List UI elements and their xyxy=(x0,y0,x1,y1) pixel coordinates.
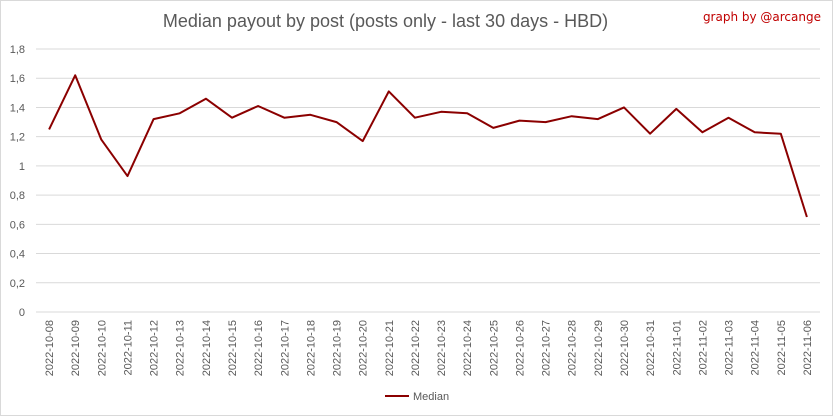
x-tick-label: 2022-10-21 xyxy=(384,320,396,376)
x-tick-label: 2022-10-16 xyxy=(253,320,265,376)
legend: Median xyxy=(385,391,449,403)
grid-lines xyxy=(36,48,820,313)
x-tick-label: 2022-10-13 xyxy=(175,320,187,376)
x-axis-ticks: 2022-10-08 2022-10-09 2022-10-10 2022-10-11… xyxy=(44,320,814,376)
x-tick-label: 2022-10-25 xyxy=(488,320,500,376)
chart-title: Median payout by post (posts only - last… xyxy=(162,11,609,31)
y-axis-ticks: 0 0,2 0,4 0,6 0,8 1 1,2 1,4 1,6 1,8 xyxy=(10,44,25,319)
x-tick-label: 2022-10-27 xyxy=(541,320,553,376)
x-tick-label: 2022-11-01 xyxy=(671,320,683,375)
y-tick-label: 0 xyxy=(19,307,25,319)
x-tick-label: 2022-10-12 xyxy=(149,320,161,376)
x-tick-label: 2022-10-14 xyxy=(201,320,213,376)
x-tick-label: 2022-10-17 xyxy=(279,320,291,376)
y-tick-label: 1,4 xyxy=(10,102,25,114)
y-tick-label: 0,6 xyxy=(10,219,25,231)
x-tick-label: 2022-10-31 xyxy=(645,320,657,376)
x-tick-label: 2022-10-11 xyxy=(122,320,134,375)
series-line-median xyxy=(48,74,808,218)
x-tick-label: 2022-10-08 xyxy=(44,320,56,376)
chart-credit: graph by @arcange xyxy=(702,10,821,24)
x-tick-label: 2022-10-26 xyxy=(514,320,526,376)
legend-label: Median xyxy=(413,391,449,403)
y-tick-label: 0,4 xyxy=(10,249,25,261)
y-tick-label: 1,6 xyxy=(10,73,25,85)
x-tick-label: 2022-11-03 xyxy=(724,320,736,375)
x-tick-label: 2022-10-22 xyxy=(410,320,422,376)
x-tick-label: 2022-10-19 xyxy=(332,320,344,376)
x-tick-label: 2022-10-28 xyxy=(567,320,579,376)
x-tick-label: 2022-10-30 xyxy=(619,320,631,376)
x-tick-label: 2022-10-09 xyxy=(70,320,82,376)
series-layer xyxy=(48,74,808,218)
x-tick-label: 2022-10-10 xyxy=(96,320,108,376)
x-tick-label: 2022-10-23 xyxy=(436,320,448,376)
x-tick-label: 2022-10-29 xyxy=(593,320,605,376)
x-tick-label: 2022-10-24 xyxy=(462,320,474,376)
x-tick-label: 2022-10-20 xyxy=(358,320,370,376)
x-tick-label: 2022-11-02 xyxy=(697,320,709,375)
x-tick-label: 2022-11-04 xyxy=(750,320,762,375)
y-tick-label: 0,2 xyxy=(10,278,25,290)
x-tick-label: 2022-10-15 xyxy=(227,320,239,376)
y-tick-label: 1 xyxy=(19,161,25,173)
y-tick-label: 1,2 xyxy=(10,132,25,144)
x-tick-label: 2022-11-06 xyxy=(802,320,814,375)
x-tick-label: 2022-11-05 xyxy=(776,320,788,375)
x-tick-label: 2022-10-18 xyxy=(305,320,317,376)
y-tick-label: 1,8 xyxy=(10,44,25,56)
y-tick-label: 0,8 xyxy=(10,190,25,202)
